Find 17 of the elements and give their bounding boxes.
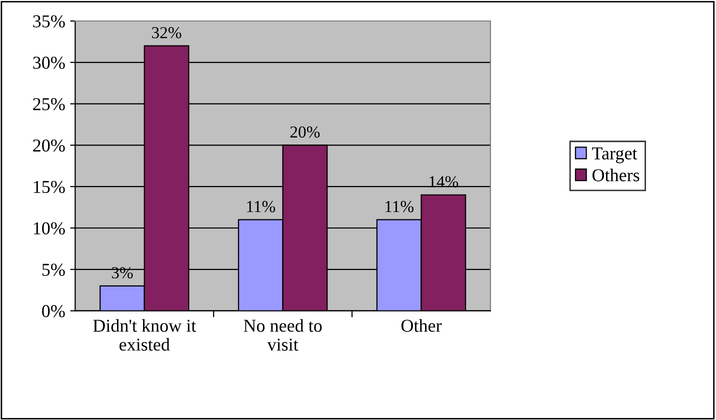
legend-label: Others (592, 168, 640, 182)
y-tick-label: 20% (33, 139, 65, 152)
y-tick-label: 0% (42, 305, 65, 318)
data-label: 32% (152, 27, 182, 38)
x-tick-label: No need to visit (244, 319, 322, 351)
y-tick-label: 5% (42, 264, 65, 276)
data-label: 11% (386, 200, 414, 212)
x-tick-label: Didn't know it existed (93, 319, 196, 351)
y-tick-label: 35% (33, 15, 65, 28)
y-tick-label: 25% (33, 98, 65, 110)
x-tick-label: Other (401, 319, 442, 332)
data-label: 20% (290, 126, 320, 138)
legend-label: Target (592, 147, 638, 164)
y-tick-label: 10% (34, 222, 65, 234)
data-label: 11% (247, 200, 276, 212)
y-tick-label: 15% (34, 180, 65, 194)
y-tick-label: 30% (33, 56, 65, 69)
